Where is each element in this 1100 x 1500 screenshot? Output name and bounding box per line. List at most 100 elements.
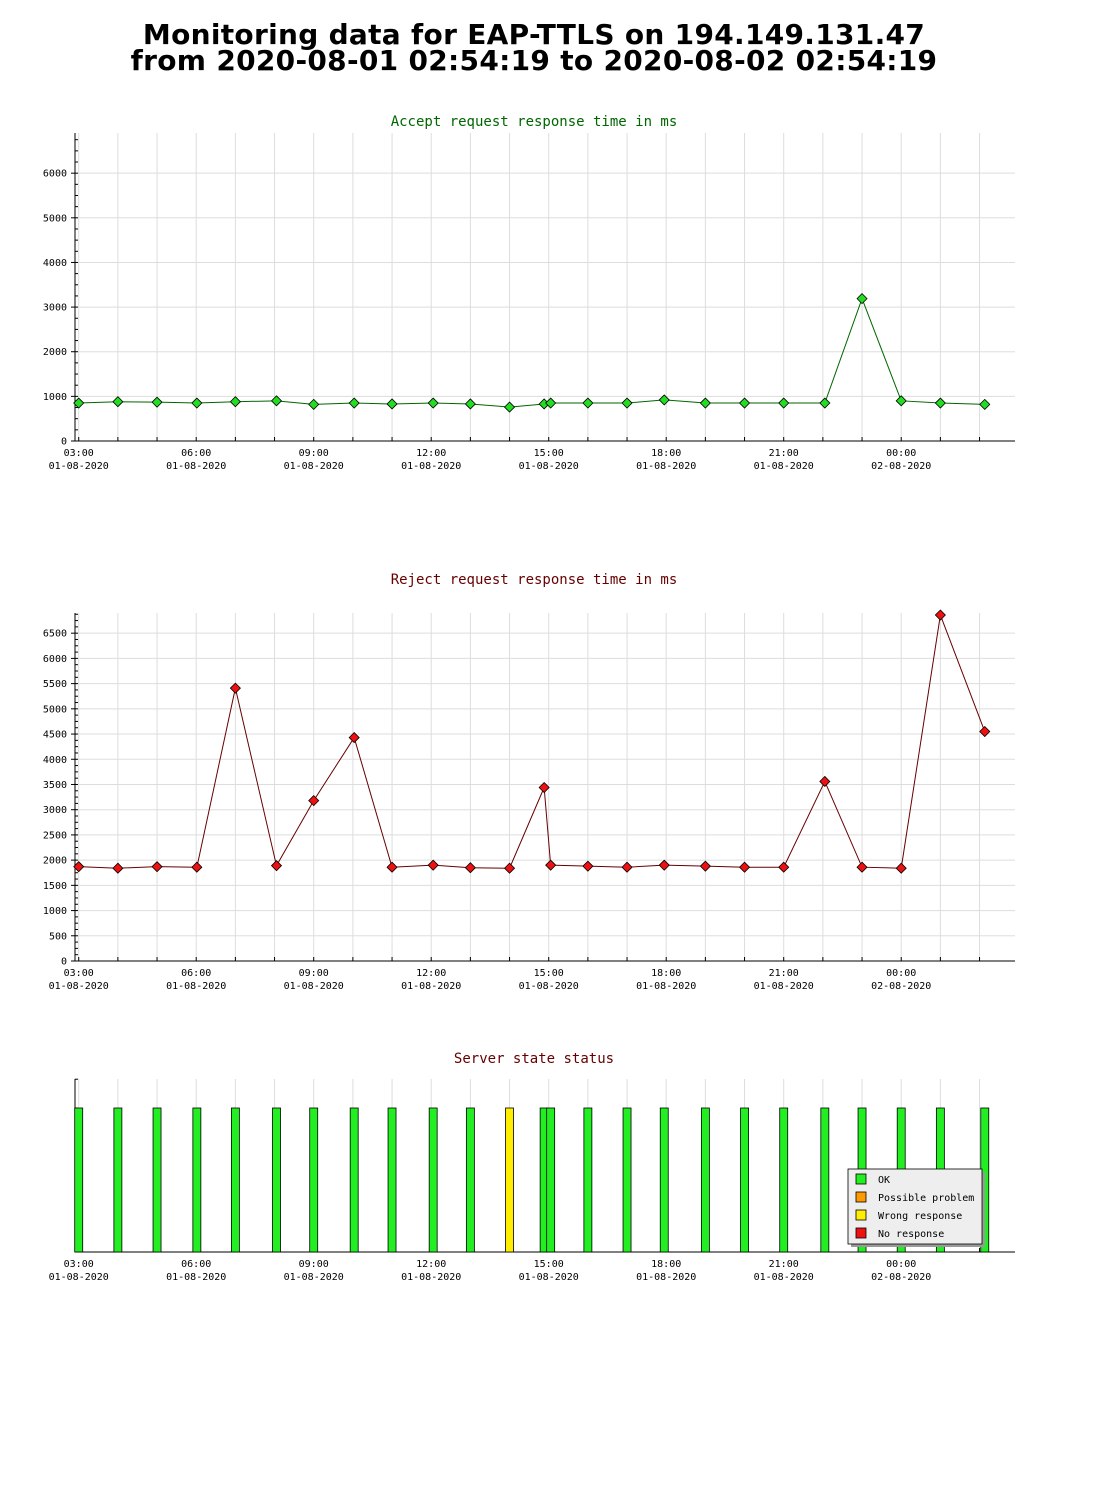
state-bar	[428, 1107, 438, 1253]
state-chart: Server state status 03:00 01-08-2020 06:00 0…	[49, 1051, 1015, 1283]
reject-data-point	[819, 775, 831, 788]
x-tick-label-date: 01-08-2020	[754, 981, 814, 992]
y-tick-label: 500	[49, 931, 67, 942]
y-tick-label: 2000	[43, 856, 67, 867]
x-tick-label-time: 21:00	[769, 448, 799, 459]
accept-data-point	[934, 397, 946, 409]
x-tick-label-date: 02-08-2020	[871, 461, 931, 472]
accept-data-point	[348, 397, 360, 409]
x-tick-label-date: 01-08-2020	[49, 981, 109, 992]
accept-data-point	[427, 397, 439, 409]
x-tick-label-time: 03:00	[64, 448, 94, 459]
y-tick-label: 6500	[43, 629, 67, 640]
accept-chart: Accept request response time in ms03:000…	[43, 114, 1015, 472]
legend-label: Wrong response	[878, 1211, 962, 1222]
x-tick-label-date: 01-08-2020	[754, 461, 814, 472]
legend-swatch	[855, 1227, 867, 1239]
x-tick-label-date: 01-08-2020	[754, 1272, 814, 1283]
state-bar	[465, 1107, 475, 1253]
y-tick-label: 3000	[43, 303, 67, 314]
x-tick-label-time: 09:00	[299, 968, 329, 979]
state-chart-title: Server state status	[454, 1051, 614, 1067]
x-tick-label-date: 01-08-2020	[636, 981, 696, 992]
reject-series-line	[78, 613, 986, 869]
x-tick-label-time: 03:00	[64, 1259, 94, 1270]
legend-swatch	[855, 1191, 867, 1203]
x-tick-label-date: 02-08-2020	[871, 1272, 931, 1283]
reject-data-point	[229, 682, 241, 694]
reject-data-point	[464, 862, 476, 874]
x-tick-label-date: 01-08-2020	[401, 461, 461, 472]
x-tick-label-time: 12:00	[416, 1259, 446, 1270]
x-tick-label-time: 21:00	[769, 968, 799, 979]
y-tick-label: 1000	[43, 392, 67, 403]
reject-data-point	[191, 861, 203, 873]
accept-data-point	[856, 293, 868, 305]
x-tick-label-time: 06:00	[181, 448, 211, 459]
legend-label: OK	[878, 1175, 890, 1186]
x-tick-label-date: 01-08-2020	[636, 461, 696, 472]
reject-data-point	[308, 795, 320, 807]
x-tick-label-time: 03:00	[64, 968, 94, 979]
reject-data-point	[112, 862, 124, 874]
accept-data-point	[582, 397, 594, 409]
reject-data-point	[658, 859, 670, 871]
y-tick-label: 5000	[43, 704, 67, 715]
y-tick-label: 1500	[43, 881, 67, 892]
reject-data-point	[427, 859, 439, 871]
reject-data-point	[582, 860, 594, 872]
accept-data-point	[819, 397, 831, 409]
reject-data-point	[73, 861, 85, 873]
x-tick-label-date: 01-08-2020	[519, 981, 579, 992]
accept-data-point	[895, 395, 907, 407]
y-tick-label: 6000	[43, 169, 67, 180]
state-bar	[74, 1107, 84, 1253]
y-tick-label: 1000	[43, 906, 67, 917]
reject-data-point	[699, 860, 711, 872]
state-bar	[779, 1107, 789, 1253]
y-tick-label: 0	[61, 957, 67, 968]
accept-data-point	[464, 398, 476, 410]
accept-data-point	[621, 397, 633, 409]
x-tick-label-date: 01-08-2020	[519, 1272, 579, 1283]
x-tick-label-date: 01-08-2020	[636, 1272, 696, 1283]
page-title-line2: from 2020-08-01 02:54:19 to 2020-08-02 0…	[130, 44, 938, 77]
x-tick-label-time: 15:00	[534, 448, 564, 459]
reject-data-point	[738, 861, 751, 873]
reject-data-point	[151, 861, 163, 873]
page-title-line1: Monitoring data for EAP-TTLS on 194.149.…	[142, 18, 926, 51]
y-tick-label: 2000	[43, 347, 67, 358]
state-bar	[272, 1107, 281, 1253]
x-tick-label-date: 01-08-2020	[519, 461, 579, 472]
reject-data-point	[386, 861, 398, 873]
x-tick-label-time: 15:00	[534, 968, 564, 979]
legend-label: Possible problem	[878, 1193, 974, 1204]
state-bar	[230, 1107, 240, 1253]
x-tick-label-time: 06:00	[181, 968, 211, 979]
x-tick-label-date: 01-08-2020	[284, 1272, 344, 1283]
state-bar	[113, 1107, 123, 1253]
state-bar	[387, 1107, 397, 1253]
state-bar	[583, 1107, 593, 1253]
x-tick-label-date: 01-08-2020	[49, 461, 109, 472]
state-bar	[152, 1107, 162, 1253]
reject-data-point	[979, 725, 991, 738]
reject-chart-title: Reject request response time in ms	[391, 572, 678, 588]
y-tick-label: 0	[61, 437, 67, 448]
y-tick-label: 6000	[43, 654, 67, 665]
x-tick-label-time: 00:00	[886, 1259, 916, 1270]
y-tick-label: 2500	[43, 830, 67, 841]
x-tick-label-time: 12:00	[416, 968, 446, 979]
reject-data-point	[856, 861, 868, 873]
x-tick-label-date: 01-08-2020	[284, 461, 344, 472]
reject-data-point	[545, 859, 557, 871]
accept-data-point	[191, 397, 203, 409]
accept-data-point	[658, 394, 670, 406]
accept-data-point	[112, 396, 124, 408]
state-bar	[622, 1107, 632, 1253]
reject-data-point	[538, 781, 550, 794]
accept-series-line	[78, 297, 985, 408]
x-tick-label-time: 15:00	[534, 1259, 564, 1270]
x-tick-label-date: 01-08-2020	[166, 1272, 226, 1283]
x-tick-label-time: 00:00	[886, 968, 916, 979]
